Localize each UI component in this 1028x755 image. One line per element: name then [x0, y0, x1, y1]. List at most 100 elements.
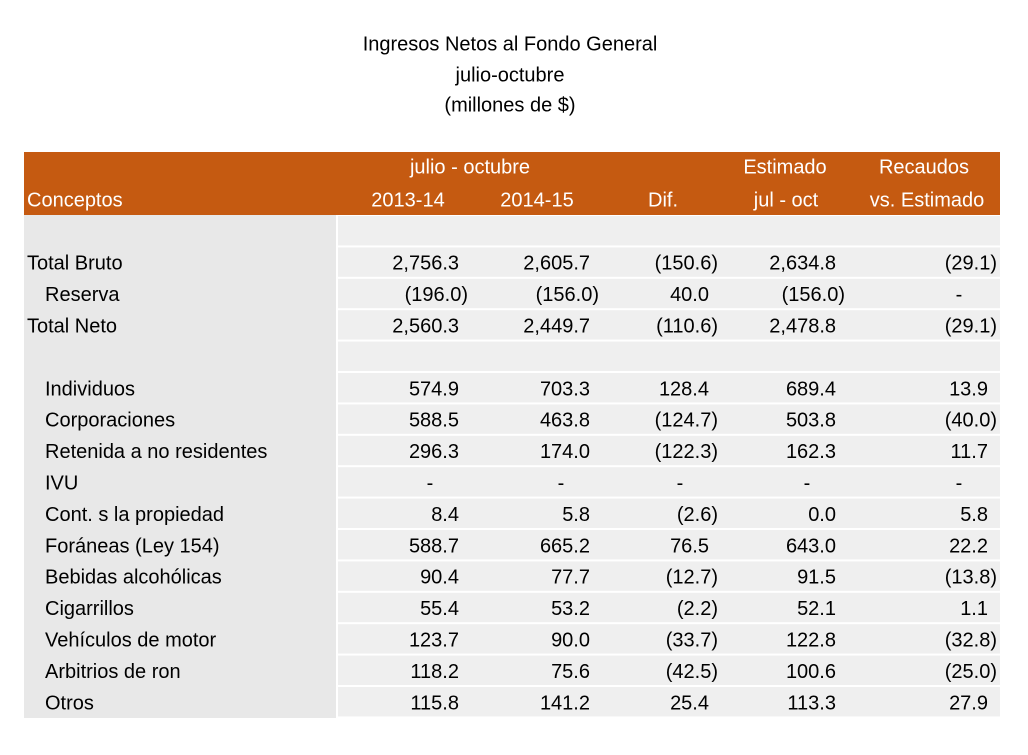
- cell-value: 22.2: [949, 535, 988, 557]
- cell-value: 174.0: [540, 441, 590, 463]
- cell-value: (29.1): [945, 253, 997, 275]
- cell-value: 123.7: [409, 629, 459, 651]
- row-label: Total Neto: [27, 315, 117, 337]
- row-label: Cigarrillos: [45, 598, 134, 620]
- cell-value: 588.7: [409, 535, 459, 557]
- row-bg: [338, 624, 1000, 654]
- cell-value: -: [677, 472, 684, 494]
- cell-value: 118.2: [410, 661, 459, 683]
- cell-value: 122.8: [786, 629, 836, 651]
- title: Ingresos Netos al Fondo General: [363, 33, 658, 55]
- units: (millones de $): [444, 94, 575, 116]
- cell-value: 703.3: [540, 378, 590, 400]
- cell-value: 463.8: [540, 410, 590, 432]
- cell-value: 75.6: [551, 661, 590, 683]
- cell-value: 25.4: [670, 692, 709, 714]
- row-bg: [338, 530, 1000, 560]
- row-bg: [338, 341, 1000, 371]
- cell-value: 2,634.8: [769, 253, 836, 275]
- column-header: 2013-14: [371, 189, 444, 211]
- row-bg: [338, 216, 1000, 246]
- row-label: Reserva: [45, 284, 120, 306]
- cell-value: 13.9: [949, 378, 988, 400]
- cell-value: (32.8): [945, 629, 997, 651]
- row-bg: [338, 467, 1000, 497]
- cell-value: (25.0): [945, 661, 997, 683]
- cell-value: 689.4: [786, 378, 836, 400]
- cell-value: 90.4: [420, 567, 459, 589]
- cell-value: 115.8: [410, 692, 459, 714]
- cell-value: 77.7: [551, 567, 590, 589]
- column-header: 2014-15: [500, 189, 573, 211]
- cell-value: -: [427, 472, 434, 494]
- row-label: IVU: [45, 472, 78, 494]
- column-header: jul - oct: [753, 189, 819, 211]
- cell-value: 55.4: [420, 598, 459, 620]
- cell-value: (40.0): [945, 410, 997, 432]
- cell-value: -: [956, 472, 963, 494]
- cell-value: 40.0: [670, 284, 709, 306]
- cell-value: 27.9: [949, 692, 988, 714]
- cell-value: 76.5: [670, 535, 709, 557]
- row-bg: [338, 655, 1000, 685]
- cell-value: (2.6): [677, 504, 718, 526]
- row-label: Otros: [45, 692, 94, 714]
- cell-value: (29.1): [945, 315, 997, 337]
- cell-value: -: [804, 472, 811, 494]
- cell-value: (110.6): [656, 315, 718, 337]
- row-bg: [338, 278, 1000, 309]
- cell-value: 90.0: [551, 629, 590, 651]
- column-header: vs. Estimado: [870, 189, 984, 211]
- cell-value: 53.2: [551, 598, 590, 620]
- cell-value: 2,449.7: [523, 315, 590, 337]
- cell-value: 2,605.7: [523, 253, 590, 275]
- cell-value: 2,560.3: [392, 315, 459, 337]
- cell-value: (156.0): [782, 284, 845, 306]
- column-header: Conceptos: [27, 189, 123, 211]
- label-column-bg: [24, 215, 336, 718]
- cell-value: 100.6: [786, 661, 836, 683]
- row-label: Cont. s la propiedad: [45, 504, 224, 526]
- cell-value: (12.7): [666, 567, 718, 589]
- cell-value: 5.8: [960, 504, 988, 526]
- cell-value: 91.5: [797, 567, 836, 589]
- cell-value: -: [956, 284, 963, 306]
- row-bg: [338, 404, 1000, 434]
- cell-value: 643.0: [786, 535, 836, 557]
- row-label: Bebidas alcohólicas: [45, 567, 222, 589]
- row-bg: [338, 310, 1000, 340]
- cell-value: (122.3): [655, 441, 718, 463]
- row-label: Vehículos de motor: [45, 629, 217, 651]
- row-label: Retenida a no residentes: [45, 441, 267, 463]
- cell-value: 8.4: [431, 504, 459, 526]
- cell-value: -: [558, 472, 565, 494]
- row-bg: [338, 498, 1000, 528]
- cell-value: 1.1: [960, 598, 988, 620]
- row-label: Arbitrios de ron: [45, 661, 181, 683]
- cell-value: 128.4: [659, 378, 709, 400]
- cell-value: 52.1: [797, 598, 836, 620]
- cell-value: 11.7: [951, 441, 988, 463]
- row-label: Total Bruto: [27, 253, 123, 275]
- cell-value: (124.7): [655, 410, 718, 432]
- row-bg: [338, 687, 1000, 717]
- cell-value: (13.8): [945, 567, 997, 589]
- row-bg: [338, 592, 1000, 623]
- cell-value: (150.6): [655, 253, 718, 275]
- column-header: Dif.: [648, 189, 678, 211]
- row-bg: [338, 435, 1000, 466]
- cell-value: 574.9: [409, 378, 459, 400]
- cell-value: 2,756.3: [392, 253, 459, 275]
- cell-value: 113.3: [787, 692, 836, 714]
- row-bg: [338, 247, 1000, 277]
- group-header: Recaudos: [879, 156, 969, 178]
- row-label: Corporaciones: [45, 410, 175, 432]
- cell-value: 665.2: [540, 535, 590, 557]
- subtitle: julio-octubre: [455, 64, 565, 86]
- cell-value: 5.8: [562, 504, 590, 526]
- cell-value: (2.2): [677, 598, 718, 620]
- row-label: Foráneas (Ley 154): [45, 535, 220, 557]
- group-header: julio - octubre: [409, 156, 530, 178]
- row-bg: [338, 373, 1000, 403]
